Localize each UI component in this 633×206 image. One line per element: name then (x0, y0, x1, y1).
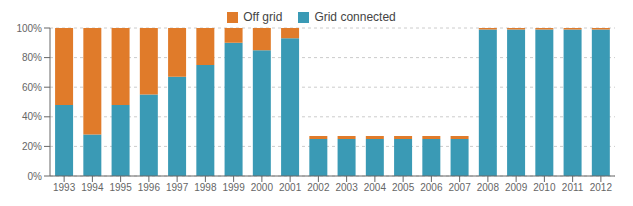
svg-text:80%: 80% (22, 52, 42, 63)
svg-text:1998: 1998 (194, 182, 217, 193)
svg-text:1995: 1995 (110, 182, 133, 193)
svg-text:2001: 2001 (279, 182, 302, 193)
svg-text:2000: 2000 (251, 182, 274, 193)
svg-text:2004: 2004 (364, 182, 387, 193)
svg-text:2009: 2009 (505, 182, 528, 193)
svg-text:20%: 20% (22, 141, 42, 152)
svg-text:2007: 2007 (449, 182, 472, 193)
svg-text:2005: 2005 (392, 182, 415, 193)
svg-text:2002: 2002 (307, 182, 330, 193)
svg-text:1999: 1999 (223, 182, 246, 193)
svg-text:40%: 40% (22, 111, 42, 122)
svg-text:2012: 2012 (590, 182, 613, 193)
svg-text:2008: 2008 (477, 182, 500, 193)
svg-text:1993: 1993 (53, 182, 76, 193)
svg-text:60%: 60% (22, 82, 42, 93)
html-text:Grid connected: Grid connected (314, 10, 396, 24)
svg-text:1997: 1997 (166, 182, 189, 193)
svg-text:2003: 2003 (336, 182, 359, 193)
svg-text:2006: 2006 (420, 182, 443, 193)
svg-text:1994: 1994 (81, 182, 104, 193)
svg-text:2010: 2010 (533, 182, 556, 193)
svg-text:2011: 2011 (562, 182, 584, 193)
html-text:Off grid: Off grid (243, 10, 283, 24)
svg-text:100%: 100% (16, 23, 42, 34)
svg-text:0%: 0% (28, 171, 43, 182)
svg-text:1996: 1996 (138, 182, 161, 193)
